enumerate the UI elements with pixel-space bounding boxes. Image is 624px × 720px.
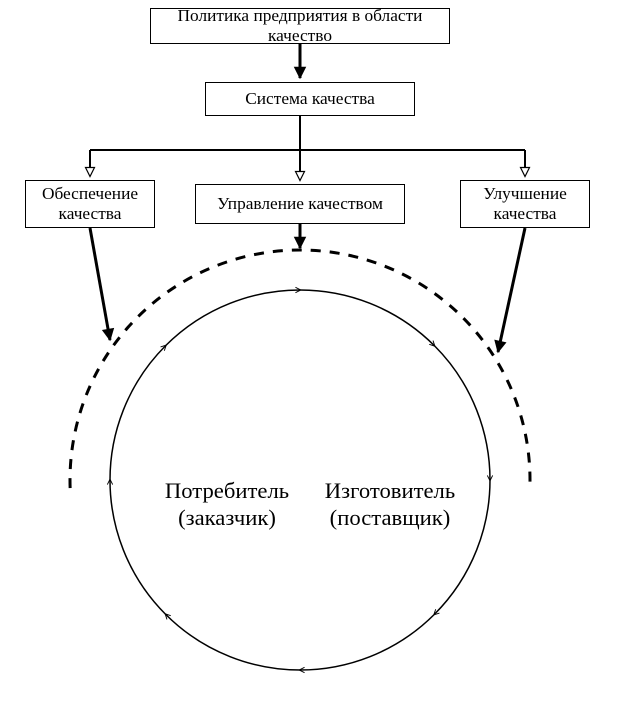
box-policy-label: Политика предприятия в области качество — [151, 6, 449, 46]
box-quality-improvement-label: Улучшение качества — [483, 184, 567, 224]
circle-label-manufacturer-text: Изготовитель (поставщик) — [325, 478, 455, 530]
box-quality-management-label: Управление качеством — [217, 194, 383, 214]
box-quality-system: Система качества — [205, 82, 415, 116]
box-quality-improvement: Улучшение качества — [460, 180, 590, 228]
box-quality-system-label: Система качества — [245, 89, 375, 109]
box-quality-assurance-label: Обеспечение качества — [42, 184, 138, 224]
box-quality-management: Управление качеством — [195, 184, 405, 224]
circle-label-manufacturer: Изготовитель (поставщик) — [310, 450, 470, 532]
circle-label-consumer-text: Потребитель (заказчик) — [165, 478, 289, 530]
diagram-canvas: Политика предприятия в области качество … — [0, 0, 624, 720]
box-policy: Политика предприятия в области качество — [150, 8, 450, 44]
circle-label-consumer: Потребитель (заказчик) — [152, 450, 302, 532]
box-quality-assurance: Обеспечение качества — [25, 180, 155, 228]
